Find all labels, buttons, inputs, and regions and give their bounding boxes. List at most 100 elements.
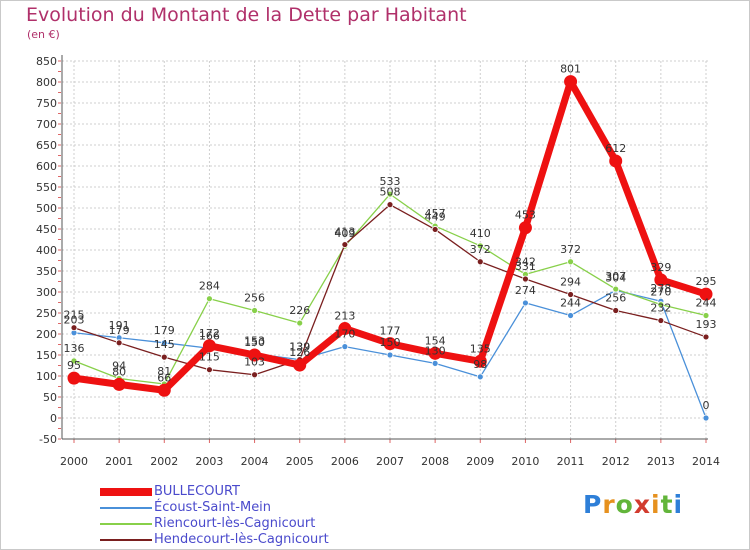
data-label: 274	[515, 284, 536, 297]
data-label: 453	[515, 209, 536, 222]
x-tick-label: 2004	[241, 455, 269, 468]
data-label: 203	[64, 314, 85, 327]
data-label: 191	[109, 319, 130, 332]
data-point	[567, 291, 574, 298]
data-point	[386, 190, 394, 198]
data-label: 154	[425, 334, 446, 347]
data-label: 409	[334, 227, 355, 240]
y-tick-label: 250	[36, 307, 57, 320]
data-point	[567, 258, 574, 266]
data-label: 232	[650, 302, 671, 315]
data-point	[702, 312, 710, 319]
data-label: 166	[199, 329, 220, 342]
data-label: 295	[696, 275, 717, 288]
data-point	[476, 373, 484, 381]
y-tick-label: -50	[39, 433, 57, 446]
data-label: 307	[605, 270, 626, 283]
data-label: 136	[64, 342, 85, 355]
x-tick-label: 2002	[150, 455, 178, 468]
data-label: 150	[380, 336, 401, 349]
data-label: 94	[112, 360, 126, 373]
data-label: 612	[605, 142, 626, 155]
data-point	[657, 317, 665, 324]
data-label: 449	[425, 210, 446, 223]
y-tick-label: 650	[36, 139, 57, 152]
data-label: 410	[470, 227, 491, 240]
legend-label: BULLECOURT	[154, 484, 240, 499]
data-label: 270	[650, 286, 671, 299]
data-label: 179	[154, 324, 175, 337]
legend-swatch	[100, 523, 152, 525]
data-label: 244	[696, 297, 717, 310]
chart-subtitle: (en €)	[27, 28, 60, 41]
data-label: 150	[244, 336, 265, 349]
data-label: 413	[334, 226, 355, 239]
data-point	[473, 354, 487, 368]
data-label: 801	[560, 63, 581, 76]
data-label: 81	[157, 365, 171, 378]
data-point	[341, 241, 349, 248]
x-tick-label: 2010	[511, 455, 539, 468]
data-point	[431, 226, 439, 233]
data-point	[341, 343, 349, 351]
data-point	[70, 357, 78, 365]
y-tick-label: 100	[36, 370, 57, 383]
x-tick-label: 2007	[376, 455, 404, 468]
legend-label: Riencourt-lès-Cagnicourt	[154, 516, 316, 531]
data-label: 372	[560, 243, 581, 256]
y-tick-label: 800	[36, 76, 57, 89]
data-label: 508	[380, 186, 401, 199]
data-point	[522, 299, 529, 307]
data-label: 130	[425, 344, 446, 357]
data-point	[206, 366, 213, 374]
y-tick-label: 700	[36, 118, 57, 131]
data-point	[657, 301, 665, 309]
legend-swatch	[100, 488, 152, 496]
legend-swatch	[100, 507, 152, 509]
data-point	[522, 275, 529, 283]
data-label: 213	[334, 310, 355, 323]
data-label: 145	[154, 338, 175, 351]
data-point	[386, 201, 394, 209]
data-label: 215	[64, 309, 85, 322]
data-label: 193	[696, 318, 717, 331]
data-label: 177	[380, 325, 401, 338]
y-tick-label: 400	[36, 244, 57, 257]
data-point	[293, 358, 307, 372]
data-point	[67, 371, 81, 385]
data-point	[609, 154, 623, 168]
data-label: 278	[650, 282, 671, 295]
y-tick-label: 350	[36, 265, 57, 278]
data-label: 170	[334, 328, 355, 341]
x-tick-label: 2014	[692, 455, 720, 468]
data-point	[612, 285, 620, 293]
x-tick-label: 2009	[466, 455, 494, 468]
data-point	[251, 371, 258, 379]
data-label: 126	[289, 346, 310, 359]
x-tick-label: 2001	[105, 455, 133, 468]
data-label: 256	[605, 291, 626, 304]
data-label: 172	[199, 327, 220, 340]
data-label: 304	[605, 271, 626, 284]
data-point	[112, 377, 126, 391]
y-tick-label: 550	[36, 181, 57, 194]
data-point	[386, 351, 394, 359]
data-label: 342	[515, 255, 536, 268]
proxiti-logo: Proxiti	[583, 490, 684, 519]
y-tick-label: 600	[36, 160, 57, 173]
data-label: 95	[67, 359, 81, 372]
data-point	[564, 75, 578, 89]
x-tick-label: 2003	[195, 455, 223, 468]
y-tick-label: 200	[36, 328, 57, 341]
data-label: 179	[109, 324, 130, 337]
data-point	[248, 348, 262, 362]
data-label: 66	[157, 371, 171, 384]
data-label: 153	[244, 335, 265, 348]
data-label: 103	[244, 356, 265, 369]
y-tick-label: 500	[36, 202, 57, 215]
data-label: 244	[560, 297, 581, 310]
legend-swatch	[100, 539, 152, 541]
data-point	[115, 339, 123, 347]
